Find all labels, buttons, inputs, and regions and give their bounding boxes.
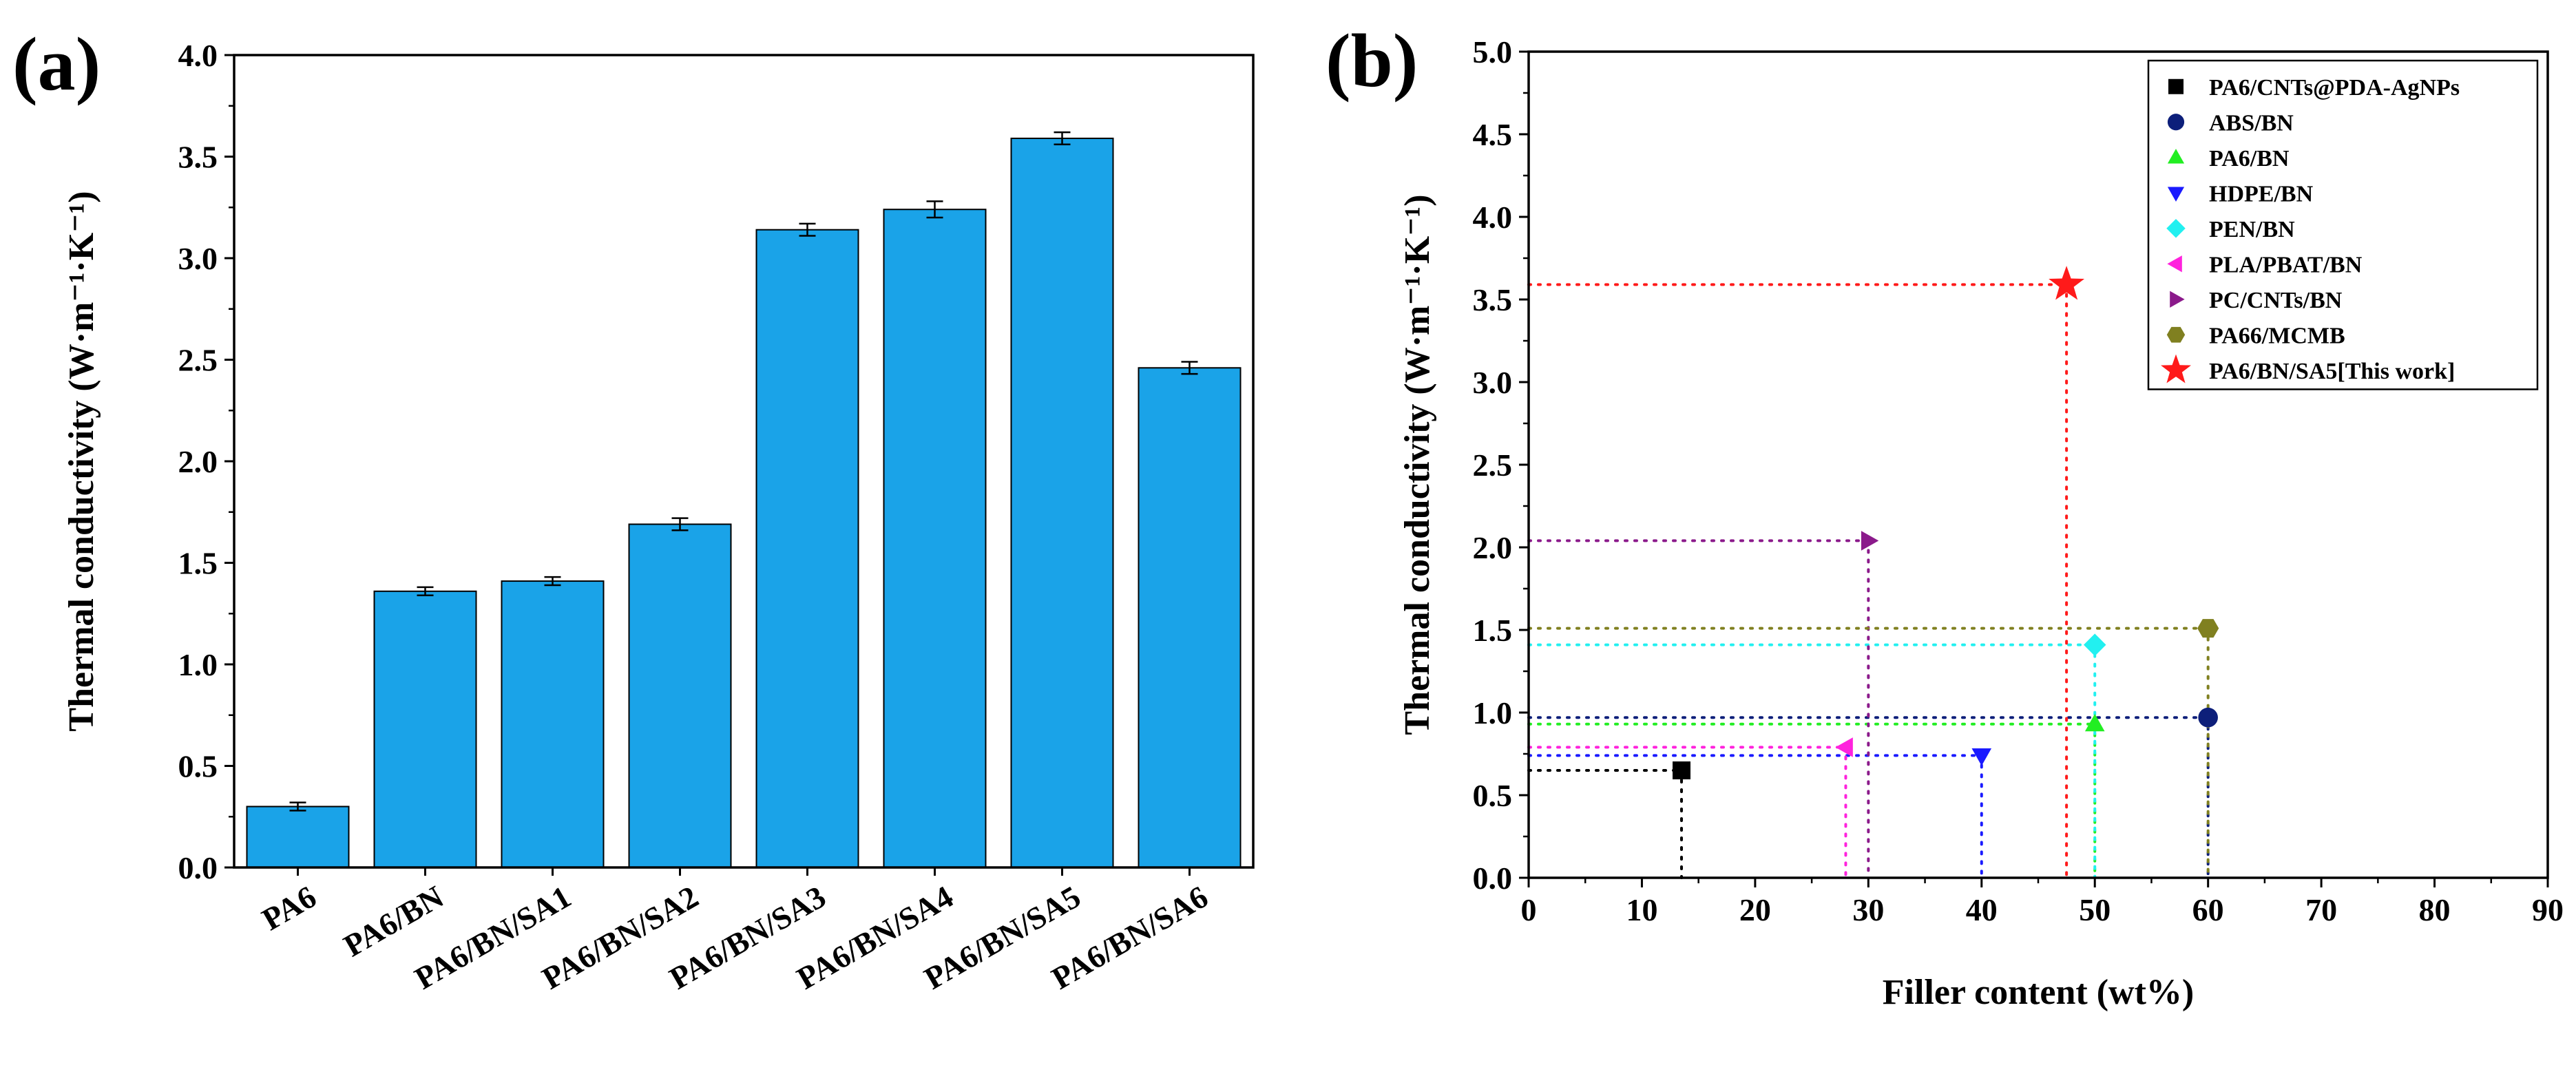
y-tick-label-7: 3.5: [1473, 282, 1513, 317]
legend-label-3: HDPE/BN: [2209, 181, 2314, 207]
y-tick-label-2: 1.0: [178, 647, 218, 682]
legend-label-8: PA6/BN/SA5[This work]: [2209, 359, 2455, 384]
y-tick-label-4: 2.0: [178, 444, 218, 479]
y-tick-label-1: 0.5: [178, 749, 218, 784]
y-tick-label-6: 3.0: [178, 241, 218, 276]
x-tick-label-1: PA6/BN: [338, 878, 450, 963]
data-point-0: [1673, 761, 1690, 779]
legend-label-5: PLA/PBAT/BN: [2209, 252, 2363, 277]
data-point-3: [1971, 748, 1992, 766]
y-tick-label-0: 0.0: [178, 850, 218, 885]
x-tick-label-3: 30: [1852, 892, 1884, 927]
y-tick-label-2: 1.0: [1473, 695, 1513, 730]
x-tick-label-5: 50: [2079, 892, 2111, 927]
bar-6: [1010, 137, 1114, 869]
legend-label-6: PC/CNTs/BN: [2209, 288, 2343, 313]
bar-1: [373, 590, 477, 868]
y-tick-label-6: 3.0: [1473, 365, 1513, 400]
legend-marker-1: [2167, 114, 2185, 131]
bar-3: [628, 523, 732, 868]
bar-5: [883, 209, 987, 868]
y-tick-label-9: 4.5: [1473, 117, 1513, 152]
legend-label-4: PEN/BN: [2209, 217, 2295, 242]
y-tick-label-8: 4.0: [178, 38, 218, 73]
legend-marker-5: [2167, 255, 2182, 273]
x-tick-label-6: 60: [2192, 892, 2224, 927]
legend-box: [2147, 59, 2539, 390]
legend-marker-6: [2170, 291, 2185, 308]
data-point-2: [2084, 713, 2105, 732]
data-point-6: [1861, 531, 1879, 551]
panel-a-label: (a): [12, 22, 101, 106]
data-point-7: [2197, 619, 2219, 638]
data-point-1: [2198, 707, 2218, 728]
legend-label-0: PA6/CNTs@PDA-AgNPs: [2209, 75, 2460, 101]
legend-marker-3: [2167, 187, 2185, 202]
legend-label-2: PA6/BN: [2209, 146, 2290, 171]
y-tick-label-3: 1.5: [178, 546, 218, 581]
bar-0: [246, 806, 350, 868]
x-tick-label-2: 20: [1739, 892, 1771, 927]
legend-marker-2: [2167, 149, 2185, 164]
x-tick-label-4: 40: [1966, 892, 1998, 927]
panel-b-x-axis-title: Filler content (wt%): [1883, 973, 2194, 1012]
y-tick-label-7: 3.5: [178, 140, 218, 175]
y-tick-label-10: 5.0: [1473, 34, 1513, 70]
legend-marker-8: [2161, 354, 2191, 383]
legend-marker-0: [2168, 78, 2184, 94]
legend-marker-7: [2166, 326, 2186, 343]
bar-2: [501, 580, 605, 868]
data-point-8: [2049, 266, 2085, 300]
panel-b-y-axis-title: Thermal conductivity (W·m⁻¹·K⁻¹): [1398, 194, 1437, 735]
legend: PA6/CNTs@PDA-AgNPs ABS/BN PA6/BN HDPE/BN PEN…: [2147, 59, 2539, 390]
data-point-4: [2083, 633, 2106, 656]
bar-7: [1138, 367, 1242, 868]
x-tick-label-7: 70: [2305, 892, 2337, 927]
y-tick-label-5: 2.5: [1473, 448, 1513, 483]
y-tick-label-4: 2.0: [1473, 530, 1513, 565]
panel-b-scatter-chart: (b) 0 10 20 30 40 50 60 70 80 90 0.0 0.5 1.0 1.5 2.0 2.5…: [1326, 19, 2564, 1012]
y-tick-label-1: 0.5: [1473, 778, 1513, 813]
panel-b-label: (b): [1326, 19, 1418, 103]
y-tick-label-3: 1.5: [1473, 613, 1513, 648]
x-tick-label-0: PA6: [256, 878, 322, 937]
y-tick-label-0: 0.0: [1473, 861, 1513, 896]
x-tick-label-9: 90: [2532, 892, 2564, 927]
y-tick-label-5: 2.5: [178, 343, 218, 378]
data-point-5: [1835, 737, 1853, 757]
legend-label-7: PA66/MCMB: [2209, 323, 2345, 348]
legend-marker-4: [2166, 219, 2186, 238]
panel-a-bar-chart: (a)PA6 PA6/BNPA6/BN/SA1PA6/BN/SA2PA6/BN/S…: [12, 22, 1255, 996]
x-tick-label-0: 0: [1521, 892, 1537, 927]
x-tick-label-8: 80: [2419, 892, 2451, 927]
legend-label-1: ABS/BN: [2209, 110, 2294, 136]
panel-a-y-axis-title: Thermal conductivity (W·m⁻¹·K⁻¹): [62, 191, 101, 731]
bar-4: [755, 229, 859, 868]
y-tick-label-8: 4.0: [1473, 200, 1513, 235]
x-tick-label-1: 10: [1626, 892, 1657, 927]
